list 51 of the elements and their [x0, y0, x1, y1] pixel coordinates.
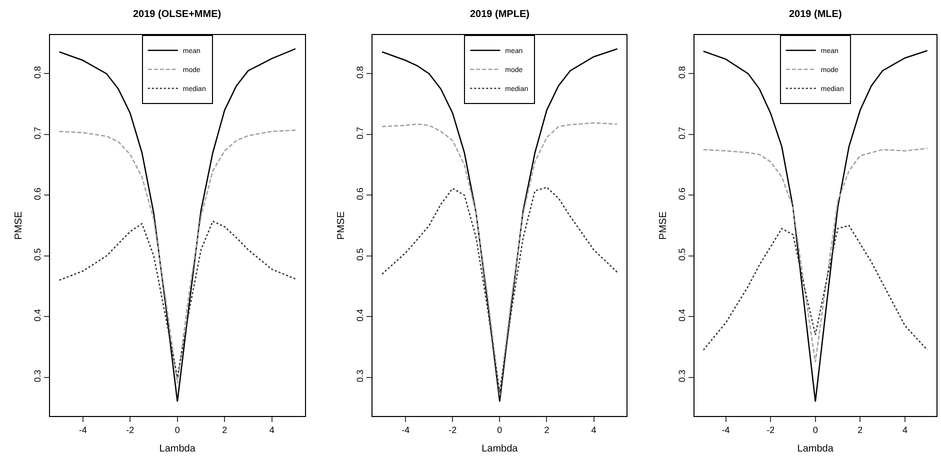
y-tick-label: 0.7 — [355, 126, 366, 140]
line-series — [58, 220, 296, 378]
y-tick-label: 0.7 — [676, 126, 687, 140]
x-tick-label: 2 — [544, 424, 550, 435]
x-tick-label: 4 — [902, 424, 908, 435]
y-axis-title: PMSE — [13, 211, 24, 240]
x-tick-label: -2 — [126, 424, 134, 435]
x-tick-label: 2 — [222, 424, 228, 435]
y-tick-label: 0.7 — [32, 126, 42, 140]
y-tick-label: 0.6 — [32, 188, 42, 200]
chart-title: 2019 (OLSE+MME) — [133, 9, 222, 20]
y-tick-label: 0.3 — [355, 370, 366, 382]
y-tick-label: 0.8 — [355, 66, 366, 79]
y-tick-label: 0.4 — [32, 308, 42, 322]
chart-title: 2019 (MLE) — [789, 9, 842, 20]
chart-title: 2019 (MPLE) — [470, 9, 530, 20]
y-tick-label: 0.4 — [355, 308, 366, 322]
y-axis-title: PMSE — [336, 211, 348, 240]
x-axis-title: Lambda — [159, 443, 196, 454]
x-tick-label: 0 — [812, 424, 818, 435]
y-tick-label: 0.8 — [32, 66, 42, 79]
x-tick-label: -2 — [448, 424, 457, 435]
x-tick-label: -4 — [78, 424, 87, 435]
x-tick-label: 0 — [497, 424, 502, 435]
x-tick-label: 0 — [174, 424, 180, 435]
x-tick-label: -4 — [722, 424, 730, 435]
x-tick-label: 2 — [858, 424, 863, 435]
line-series — [58, 48, 296, 402]
y-tick-label: 0.3 — [676, 370, 687, 382]
x-tick-label: -4 — [402, 424, 410, 435]
x-tick-label: 4 — [269, 424, 274, 435]
x-tick-label: -2 — [766, 424, 775, 435]
y-tick-label: 0.8 — [676, 66, 687, 79]
y-tick-label: 0.4 — [676, 308, 687, 322]
x-axis-title: Lambda — [482, 443, 518, 454]
y-tick-label: 0.5 — [32, 248, 42, 261]
line-series — [702, 224, 928, 351]
y-axis-title: PMSE — [658, 211, 669, 240]
line-series — [702, 148, 928, 363]
x-tick-label: 4 — [591, 424, 596, 435]
line-series — [381, 48, 618, 402]
y-tick-label: 0.6 — [355, 188, 366, 200]
y-tick-label: 0.5 — [355, 248, 366, 261]
y-tick-label: 0.5 — [676, 248, 687, 261]
y-tick-label: 0.3 — [32, 370, 42, 382]
y-tick-label: 0.6 — [676, 188, 687, 200]
line-series — [381, 122, 618, 396]
line-series — [58, 130, 296, 384]
line-series — [381, 186, 618, 394]
line-series — [702, 50, 928, 402]
x-axis-title: Lambda — [797, 443, 834, 454]
